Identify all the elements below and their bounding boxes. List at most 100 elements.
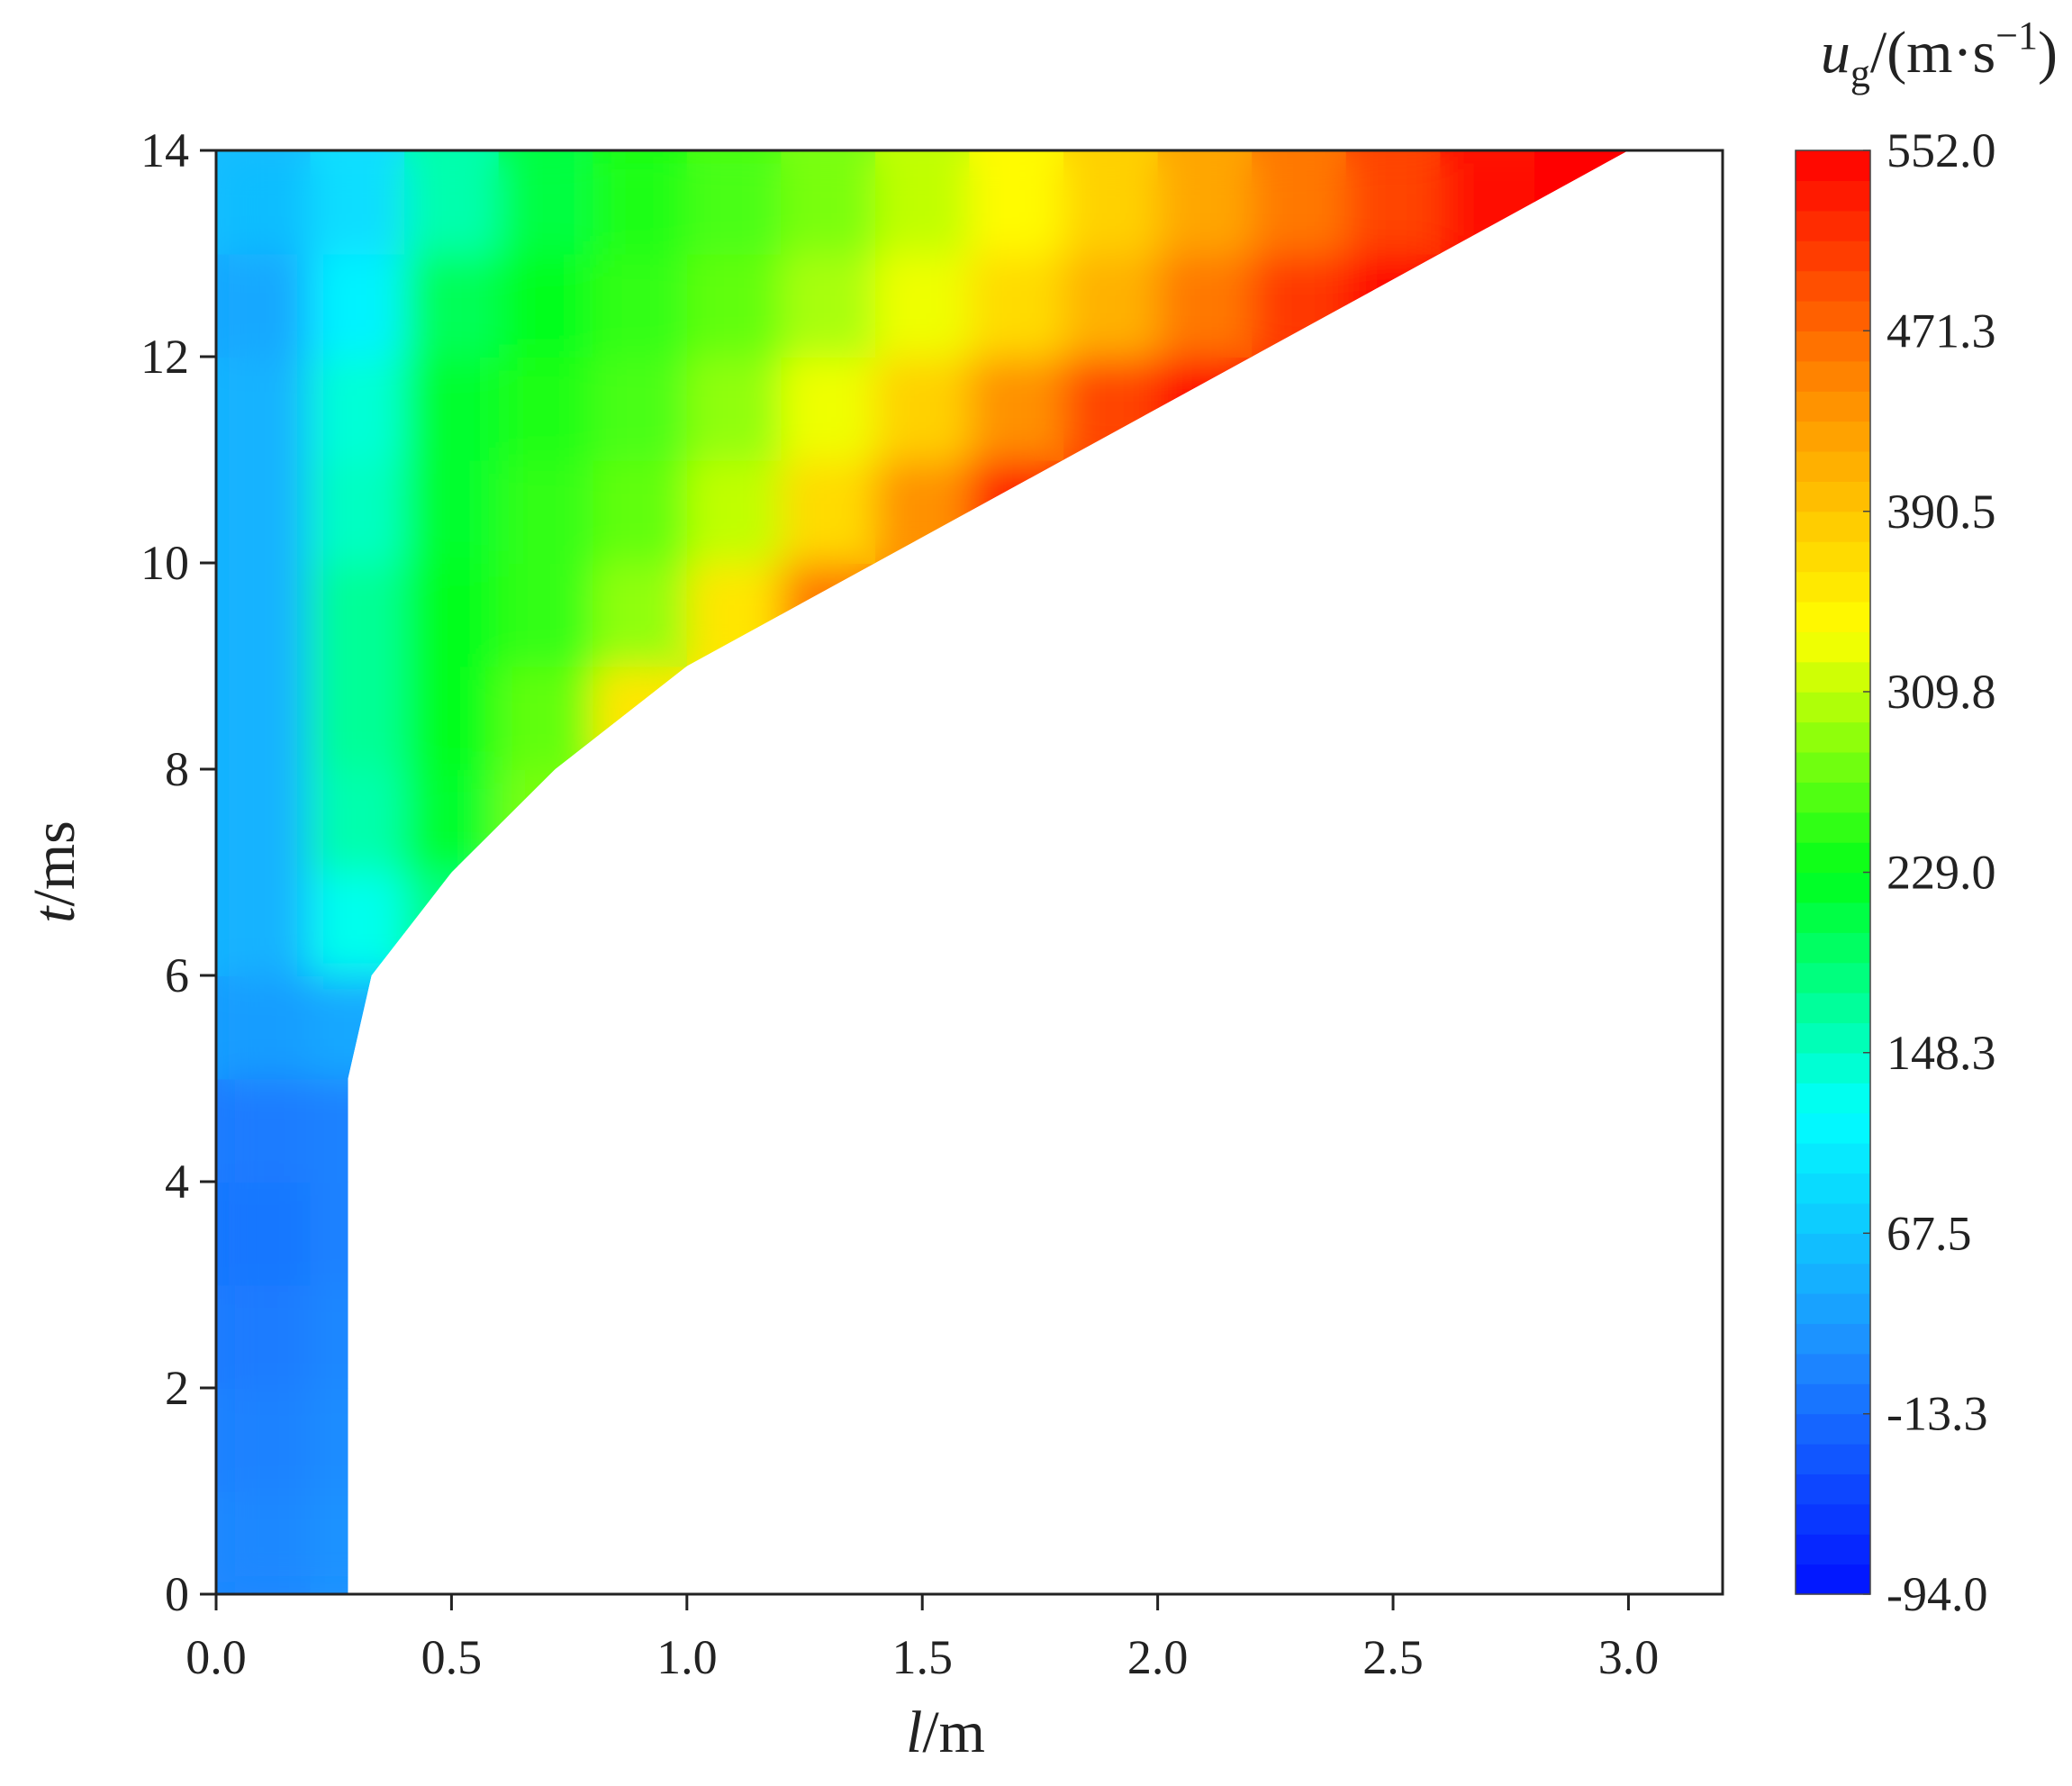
field-cell-smooth xyxy=(686,459,783,564)
colorbar-band xyxy=(1796,1233,1870,1265)
field-cell-smooth xyxy=(1252,253,1347,358)
field-cell-smooth xyxy=(216,253,312,358)
field-cell-smooth xyxy=(216,1182,312,1286)
field-cell-smooth xyxy=(1534,150,1629,255)
field-cell-smooth xyxy=(1157,150,1253,255)
field-cell-smooth xyxy=(781,253,876,358)
field-cell-smooth xyxy=(404,459,500,564)
field-cell-smooth xyxy=(593,150,688,255)
cb-unit: /(m·s xyxy=(1870,20,1995,86)
field-cell-smooth xyxy=(1063,357,1159,461)
colorbar-tick-label: 148.3 xyxy=(1887,1026,1996,1080)
y-tick-label: 12 xyxy=(140,330,189,384)
field-cell-smooth xyxy=(874,459,971,564)
y-tick-label: 4 xyxy=(165,1155,189,1209)
colorbar-band xyxy=(1796,1353,1870,1384)
plot-frame xyxy=(214,149,1724,1596)
colorbar-band xyxy=(1796,1202,1870,1234)
colorbar-tick-label: 309.8 xyxy=(1887,665,1996,719)
field-cell-smooth xyxy=(969,253,1065,358)
field-cell-smooth xyxy=(969,357,1065,461)
field-cell-smooth xyxy=(498,459,594,564)
colorbar-band xyxy=(1796,1564,1870,1595)
field-cell-smooth xyxy=(310,459,406,564)
x-tick-label: 1.5 xyxy=(891,1630,953,1684)
colorbar-tick-label: 552.0 xyxy=(1887,123,1996,177)
field-cell-smooth xyxy=(216,666,312,770)
field-cell-smooth xyxy=(593,253,688,358)
colorbar-band xyxy=(1796,180,1870,212)
colorbar-band xyxy=(1796,421,1870,452)
colorbar-band xyxy=(1796,150,1870,181)
colorbar-band xyxy=(1796,1022,1870,1054)
field-cell-smooth xyxy=(781,357,876,461)
field-cell-smooth xyxy=(498,666,594,770)
colorbar-band xyxy=(1796,210,1870,241)
colorbar-band xyxy=(1796,842,1870,874)
y-tick-label: 6 xyxy=(165,948,189,1002)
field-cell-smooth xyxy=(216,975,312,1080)
field-cell-smooth xyxy=(404,872,500,976)
field-cell-smooth xyxy=(781,563,876,667)
field-cell-smooth xyxy=(310,872,406,976)
y-label-symbol: t xyxy=(22,905,87,923)
field-cell-smooth xyxy=(216,459,312,564)
field-cell-smooth xyxy=(216,1388,312,1492)
colorbar-band xyxy=(1796,1413,1870,1445)
field-cell-smooth xyxy=(498,150,594,255)
field-cell-smooth xyxy=(310,563,406,667)
x-label-unit: /m xyxy=(922,1700,985,1765)
colorbar-tick-label: 229.0 xyxy=(1887,846,1996,900)
colorbar-band xyxy=(1796,872,1870,903)
colorbar-band xyxy=(1796,1444,1870,1475)
y-label-unit: /ms xyxy=(22,820,87,906)
colorbar-band xyxy=(1796,1323,1870,1355)
colorbar-band xyxy=(1796,270,1870,302)
colorbar-band xyxy=(1796,1503,1870,1535)
cb-symbol: u xyxy=(1821,20,1850,86)
colorbar-band xyxy=(1796,902,1870,933)
colorbar-band xyxy=(1796,360,1870,392)
y-tick-label: 0 xyxy=(165,1567,189,1621)
colorbar-band xyxy=(1796,1293,1870,1325)
colorbar-band xyxy=(1796,391,1870,422)
colorbar-band xyxy=(1796,1263,1870,1294)
field-cell-smooth xyxy=(404,357,500,461)
field-cell-smooth xyxy=(498,769,594,874)
field-cell-smooth xyxy=(498,357,594,461)
colorbar-band xyxy=(1796,692,1870,723)
y-tick-label: 2 xyxy=(165,1361,189,1415)
field-cell-smooth xyxy=(216,1284,312,1389)
colorbar-band xyxy=(1796,1173,1870,1204)
colorbar-band xyxy=(1796,932,1870,964)
cb-close: ) xyxy=(2038,20,2058,86)
field-cell-smooth xyxy=(216,769,312,874)
colorbar-tick-label: 471.3 xyxy=(1887,304,1996,358)
field-cell-smooth xyxy=(1157,357,1253,461)
colorbar-band xyxy=(1796,993,1870,1024)
colorbar-band xyxy=(1796,541,1870,573)
colorbar-tick-label: -13.3 xyxy=(1887,1387,1987,1441)
colorbar-band xyxy=(1796,481,1870,512)
field-cell-smooth xyxy=(1157,253,1253,358)
x-tick-label: 2.0 xyxy=(1127,1630,1189,1684)
colorbar-band xyxy=(1796,661,1870,693)
field-cell-smooth xyxy=(404,150,500,255)
field-cell-smooth xyxy=(310,769,406,874)
colorbar-band xyxy=(1796,811,1870,843)
colorbar-label: ug/(m·s−1) xyxy=(1821,14,2058,95)
field-cell-smooth xyxy=(404,253,500,358)
field-cell-smooth xyxy=(1345,253,1442,358)
field-cell-smooth xyxy=(310,253,406,358)
field-cell-smooth xyxy=(216,357,312,461)
colorbar-band xyxy=(1796,300,1870,331)
colorbar-band xyxy=(1796,1383,1870,1415)
colorbar-band xyxy=(1796,601,1870,632)
field-cell-smooth xyxy=(1063,253,1159,358)
colorbar-band xyxy=(1796,1052,1870,1083)
colorbar-band xyxy=(1796,1473,1870,1505)
y-tick-label: 8 xyxy=(165,742,189,796)
colorbar-band xyxy=(1796,631,1870,663)
colorbar-tick-label: 67.5 xyxy=(1887,1206,1972,1260)
